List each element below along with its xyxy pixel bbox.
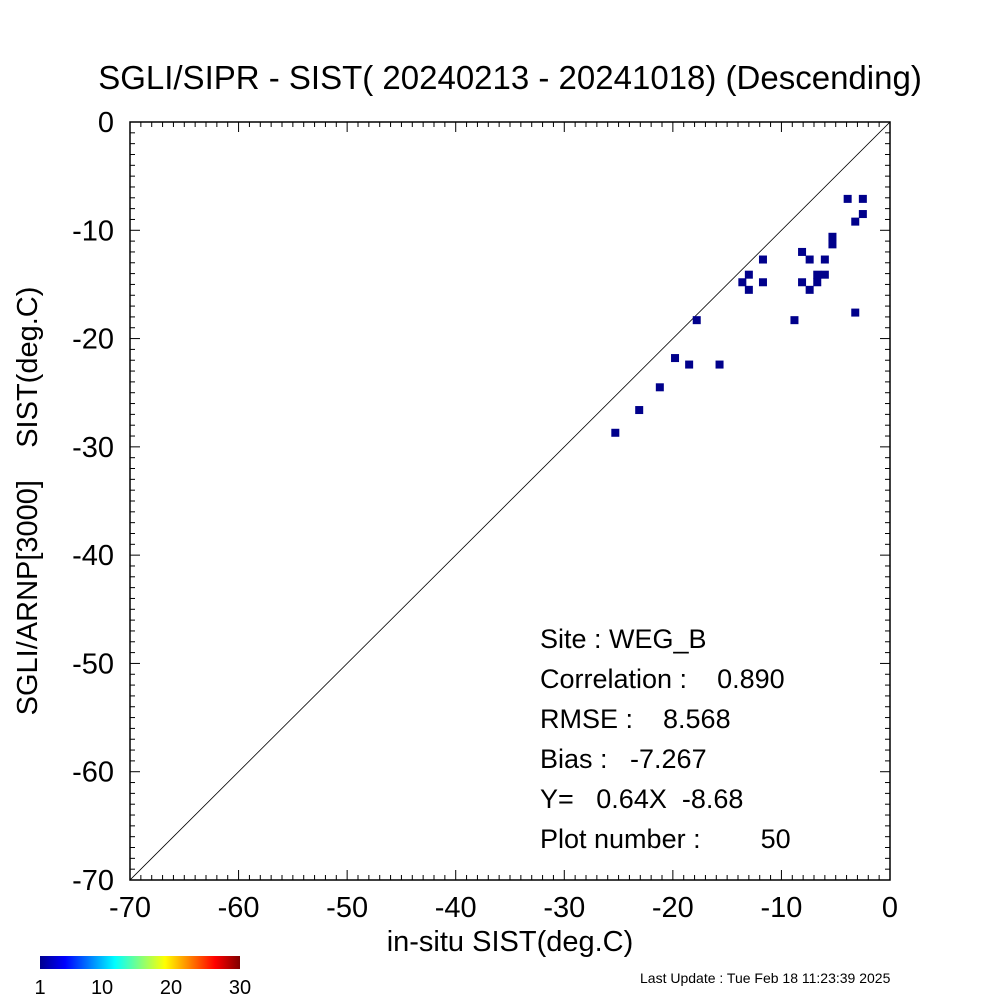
colorbar-label: 1 (34, 977, 45, 999)
y-tick-label: -70 (72, 865, 114, 897)
x-tick-label: -70 (109, 892, 151, 924)
x-axis-title: in-situ SIST(deg.C) (387, 926, 634, 958)
y-tick-label: -50 (72, 648, 114, 680)
y-tick-label: -40 (72, 540, 114, 572)
data-points (611, 194, 867, 437)
data-point (692, 316, 701, 325)
data-point (805, 255, 814, 264)
stats-rmse: RMSE : 8.568 (540, 704, 731, 734)
x-tick-label: -10 (760, 892, 802, 924)
one-to-one-reference-line (130, 122, 890, 880)
data-point (798, 278, 807, 287)
x-tick-label: -20 (652, 892, 694, 924)
axis-ticks (129, 121, 891, 881)
data-point (805, 285, 814, 294)
y-tick-label: -60 (72, 757, 114, 789)
colorbar-tick-labels: 1 10 20 30 (34, 977, 251, 999)
y-tick-label: -10 (72, 215, 114, 247)
stats-regression: Y= 0.64X -8.68 (540, 784, 743, 814)
data-point (758, 255, 767, 264)
y-tick-label: -20 (72, 324, 114, 356)
y-tick-label: 0 (98, 107, 114, 139)
x-tick-label: -30 (543, 892, 585, 924)
data-point (798, 247, 807, 256)
y-axis-title: SGLI/ARNP[3000] SIST(deg.C) (12, 287, 44, 716)
data-point (635, 406, 644, 415)
chart-title: SGLI/SIPR - SIST( 20240213 - 20241018) (… (98, 59, 922, 96)
data-point (813, 278, 822, 287)
data-point (655, 383, 664, 392)
data-point (820, 270, 829, 279)
data-point (858, 210, 867, 219)
data-point (790, 316, 799, 325)
data-point (744, 270, 753, 279)
stats-site: Site : WEG_B (540, 624, 707, 654)
colorbar-gradient (40, 956, 240, 969)
stats-correlation: Correlation : 0.890 (540, 664, 785, 694)
data-point (820, 255, 829, 264)
colorbar: 1 10 20 30 (34, 956, 251, 999)
data-point (813, 270, 822, 279)
y-axis-tick-labels: 0 -10 -20 -30 -40 -50 -60 -70 (72, 107, 114, 897)
data-point (738, 278, 747, 287)
data-point (758, 278, 767, 287)
x-tick-label: -50 (326, 892, 368, 924)
stats-panel: Site : WEG_B Correlation : 0.890 RMSE : … (540, 624, 791, 854)
data-point (843, 194, 852, 203)
x-tick-label: -60 (218, 892, 260, 924)
colorbar-label: 30 (229, 977, 251, 999)
last-update-text: Last Update : Tue Feb 18 11:23:39 2025 (640, 970, 891, 986)
stats-bias: Bias : -7.267 (540, 744, 707, 774)
data-point (828, 232, 837, 241)
x-tick-label: 0 (882, 892, 898, 924)
data-point (828, 240, 837, 249)
data-point (744, 285, 753, 294)
data-point (685, 360, 694, 369)
data-point (851, 217, 860, 226)
x-tick-label: -40 (435, 892, 477, 924)
colorbar-label: 20 (160, 977, 182, 999)
y-tick-label: -30 (72, 432, 114, 464)
x-axis-tick-labels: -70 -60 -50 -40 -30 -20 -10 0 (109, 892, 898, 924)
data-point (851, 308, 860, 317)
data-point (611, 428, 620, 437)
colorbar-label: 10 (91, 977, 113, 999)
data-point (858, 194, 867, 203)
data-point (715, 360, 724, 369)
data-point (671, 354, 680, 363)
stats-plot-number: Plot number : 50 (540, 824, 791, 854)
